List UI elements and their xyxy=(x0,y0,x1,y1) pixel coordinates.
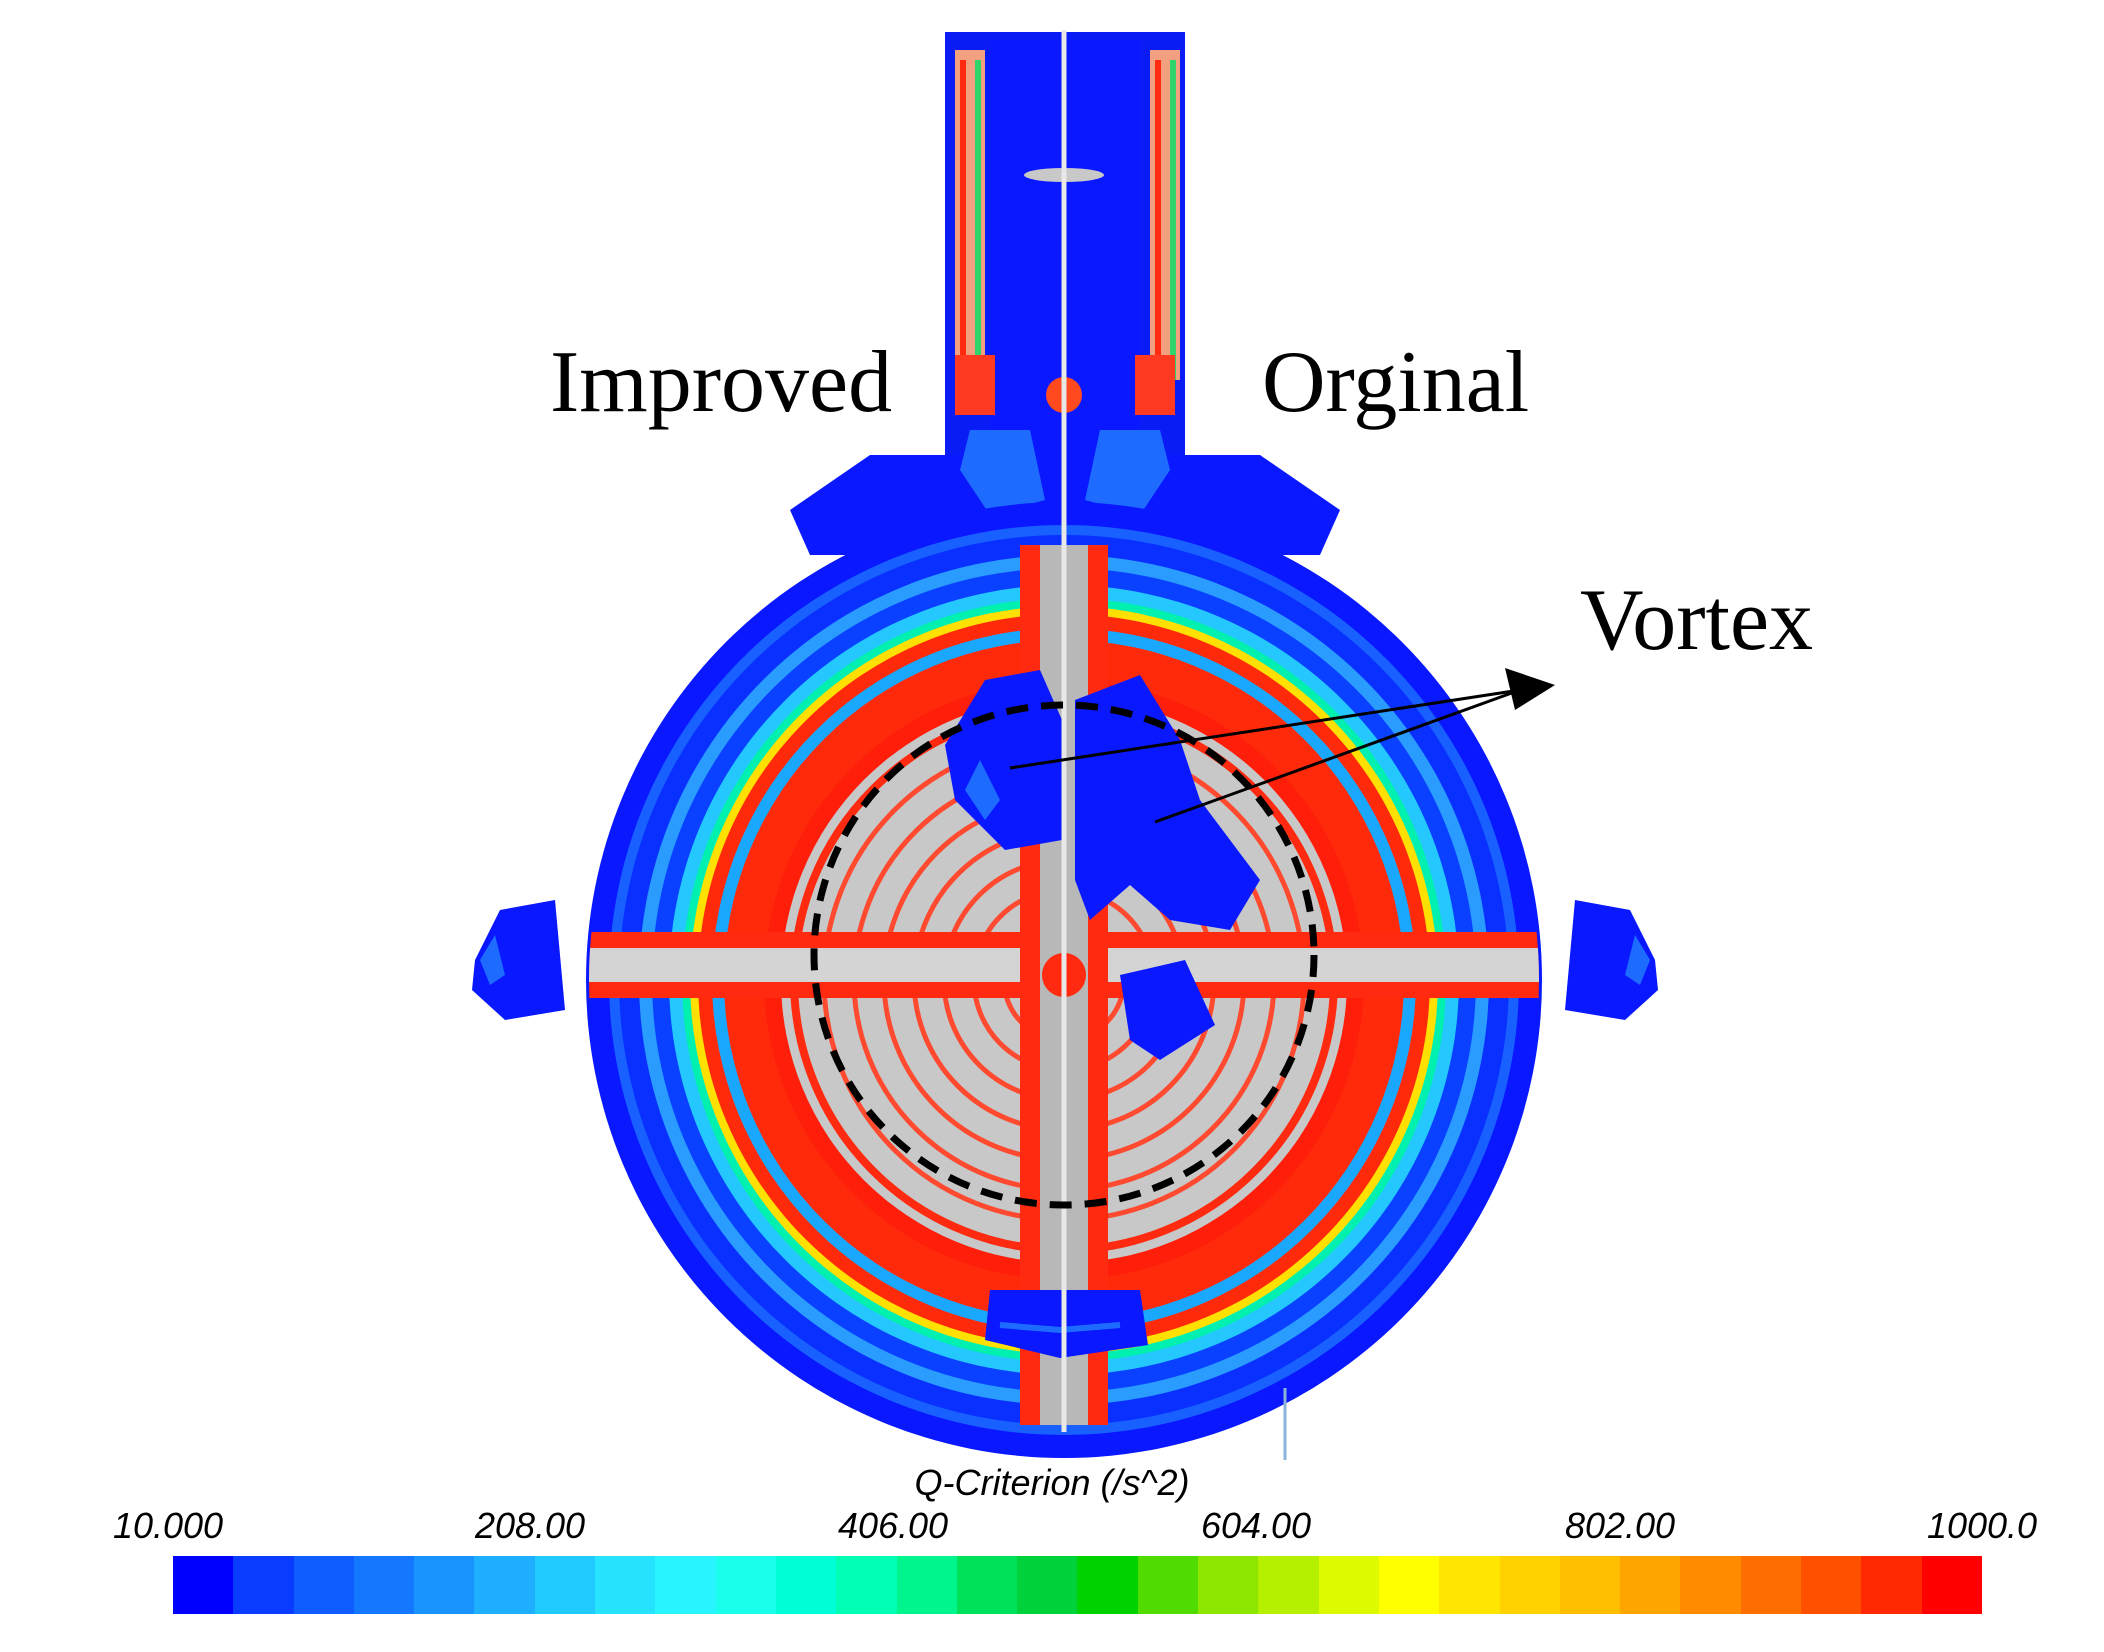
colorbar-segment xyxy=(1258,1556,1319,1614)
colorbar-segment xyxy=(414,1556,475,1614)
colorbar-segment xyxy=(775,1556,837,1614)
colorbar-segment xyxy=(595,1556,656,1614)
colorbar-segment xyxy=(1378,1556,1440,1614)
original-label: Orginal xyxy=(1262,334,1530,431)
vortex-arrows xyxy=(1009,668,1555,824)
vortex-region-dashed-circle xyxy=(810,701,1318,1209)
colorbar-segment xyxy=(715,1556,776,1614)
colorbar-segment xyxy=(1921,1556,1982,1614)
colorbar-segment xyxy=(353,1556,415,1614)
colorbar-tick: 604.00 xyxy=(1200,1505,1312,1546)
colorbar-segment xyxy=(1318,1556,1379,1614)
colorbar-segment xyxy=(1740,1556,1802,1614)
colorbar-segment xyxy=(233,1556,294,1614)
colorbar-segment xyxy=(956,1556,1018,1614)
side-lugs xyxy=(472,900,1658,1020)
colorbar-segment xyxy=(836,1556,897,1614)
colorbar xyxy=(173,1556,1982,1614)
colorbar-segment xyxy=(655,1556,716,1614)
colorbar-segment xyxy=(1137,1556,1199,1614)
colorbar-segment xyxy=(534,1556,596,1614)
improved-label: Improved xyxy=(550,334,893,431)
colorbar-segment xyxy=(1198,1556,1259,1614)
colorbar-title: Q-Criterion (/s^2) xyxy=(914,1462,1190,1503)
colorbar-segment xyxy=(896,1556,957,1614)
colorbar-segment xyxy=(1499,1556,1560,1614)
colorbar-segment xyxy=(1439,1556,1500,1614)
colorbar-segment xyxy=(293,1556,354,1614)
colorbar-segment xyxy=(173,1556,234,1614)
colorbar-segment xyxy=(1680,1556,1741,1614)
colorbar-tick: 406.00 xyxy=(837,1505,949,1546)
colorbar-tick: 10.000 xyxy=(112,1505,224,1546)
colorbar-segment xyxy=(1620,1556,1681,1614)
colorbar-tick: 1000.0 xyxy=(1926,1505,2038,1546)
vortex-label: Vortex xyxy=(1580,572,1814,669)
colorbar-segment xyxy=(1077,1556,1138,1614)
colorbar-segment xyxy=(1801,1556,1862,1614)
colorbar-tick: 802.00 xyxy=(1564,1505,1676,1546)
colorbar-segment xyxy=(474,1556,535,1614)
colorbar-segment xyxy=(1559,1556,1621,1614)
colorbar-segment xyxy=(1861,1556,1922,1614)
colorbar-segment xyxy=(1017,1556,1078,1614)
colorbar-tick: 208.00 xyxy=(474,1505,586,1546)
